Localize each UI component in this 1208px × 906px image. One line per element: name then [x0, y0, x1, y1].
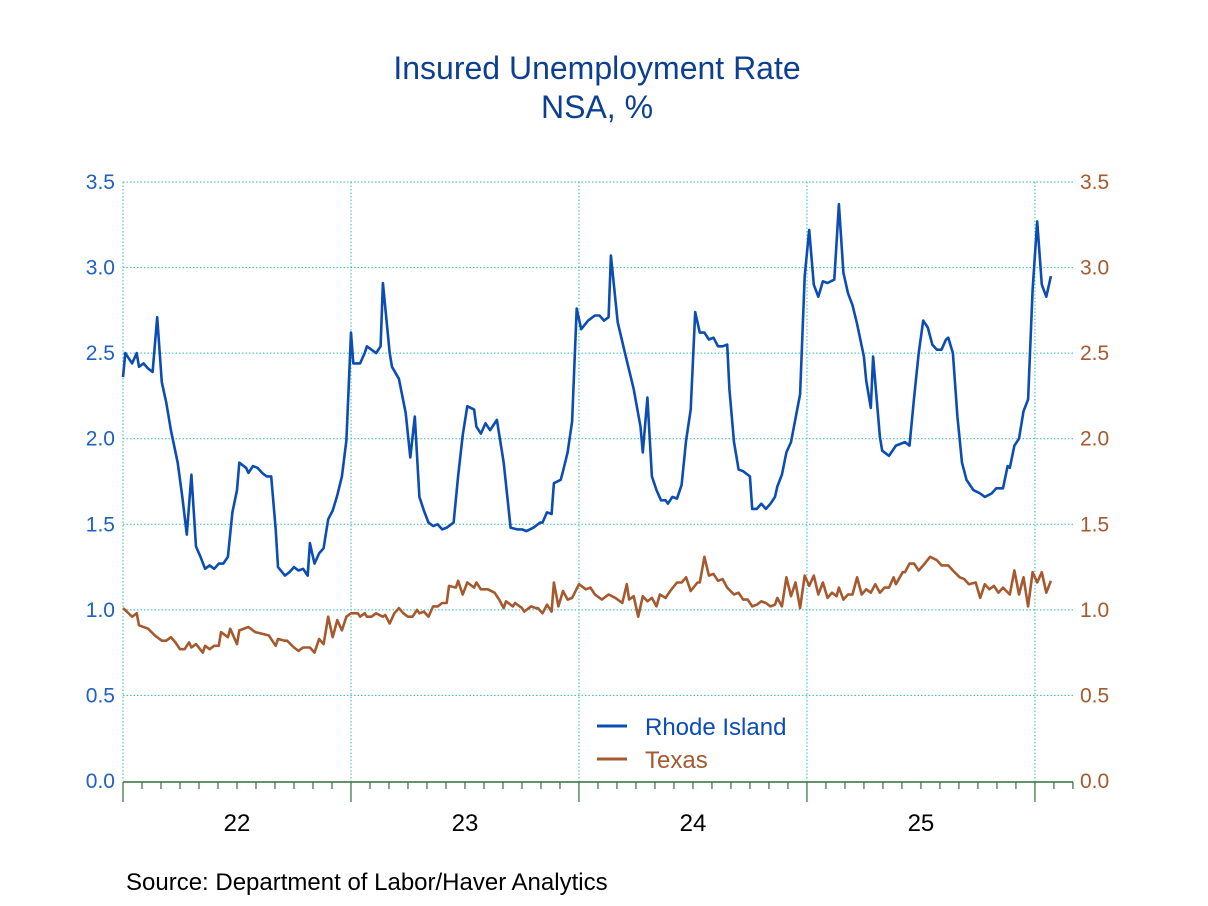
legend-label-texas: Texas [645, 747, 708, 774]
axes: 0.0 0.0 0.5 0.5 1.0 1.0 1.5 1.5 2.0 2.0 2.5 2.5 3.0 3… [86, 171, 1109, 837]
y-tick-label-left: 2.5 [86, 342, 115, 365]
y-tick-label-right: 3.5 [1080, 171, 1109, 194]
y-tick-label-right: 2.5 [1080, 342, 1109, 365]
legend-label-rhode-island: Rhode Island [645, 714, 786, 741]
y-tick-label-left: 1.5 [86, 513, 115, 536]
x-tick-label: 24 [680, 810, 707, 837]
chart-title: Insured Unemployment Rate [393, 50, 800, 86]
y-tick-label-left: 0.0 [86, 770, 115, 793]
y-tick-label-right: 0.0 [1080, 770, 1109, 793]
y-tick-label-left: 2.0 [86, 428, 115, 451]
chart-subtitle: NSA, % [541, 89, 653, 125]
y-tick-label-right: 3.0 [1080, 257, 1109, 280]
x-tick-label: 22 [224, 810, 251, 837]
x-tick-label: 23 [452, 810, 479, 837]
gridlines [122, 181, 1073, 781]
legend: Rhode Island Texas [597, 714, 786, 774]
y-tick-label-right: 1.0 [1080, 599, 1109, 622]
y-tick-label-left: 1.0 [86, 599, 115, 622]
source-note: Source: Department of Labor/Haver Analyt… [126, 869, 608, 896]
series-line-texas [122, 555, 1053, 654]
x-tick-label: 25 [908, 810, 935, 837]
series-lines [121, 202, 1053, 654]
y-tick-label-left: 3.5 [86, 171, 115, 194]
y-tick-label-left: 3.0 [86, 257, 115, 280]
y-tick-label-left: 0.5 [86, 684, 115, 707]
y-tick-label-right: 2.0 [1080, 428, 1109, 451]
y-tick-label-right: 0.5 [1080, 684, 1109, 707]
y-tick-label-right: 1.5 [1080, 513, 1109, 536]
series-line-rhode-island [121, 202, 1053, 577]
